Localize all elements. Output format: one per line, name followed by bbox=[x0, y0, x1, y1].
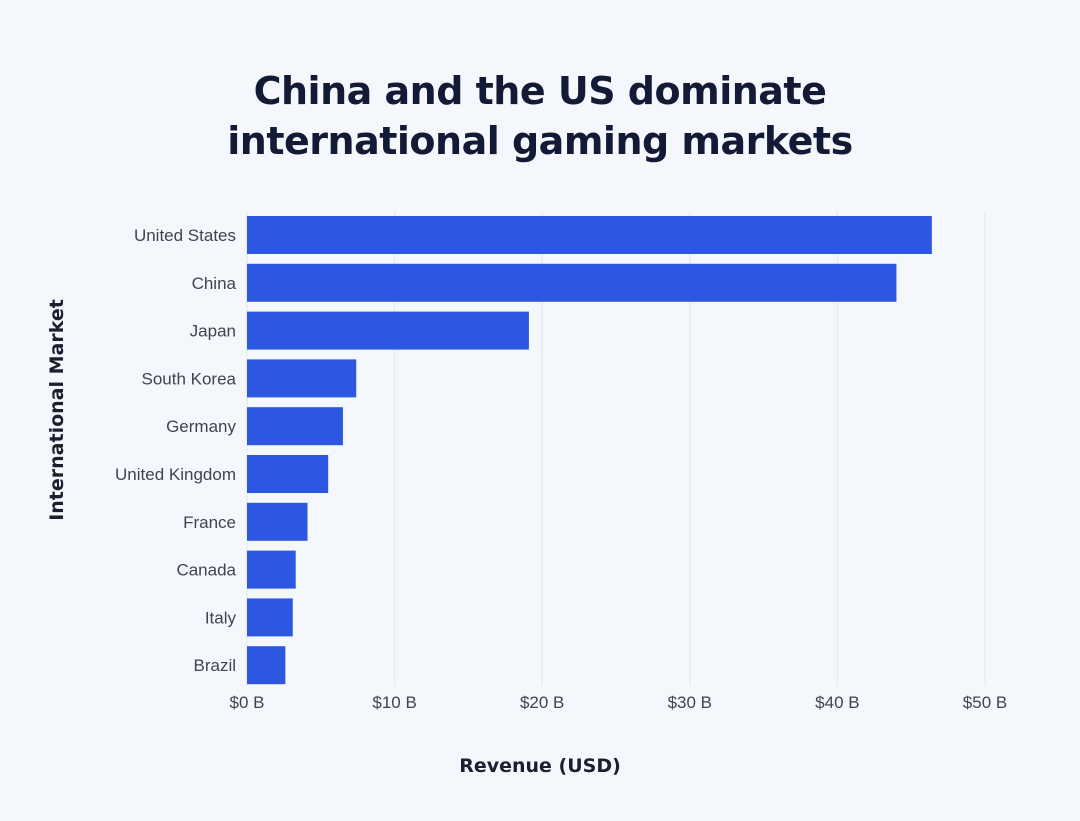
bar-0 bbox=[247, 216, 932, 254]
y-axis-title: International Market bbox=[46, 299, 68, 521]
bars bbox=[247, 216, 932, 685]
bar-2 bbox=[247, 311, 529, 350]
x-tick-label-0: $0 B bbox=[230, 693, 265, 712]
category-label-1: China bbox=[192, 274, 237, 293]
category-label-3: South Korea bbox=[141, 369, 236, 388]
x-tick-label-3: $30 B bbox=[668, 693, 712, 712]
bar-9 bbox=[247, 646, 286, 685]
category-label-6: France bbox=[183, 513, 236, 532]
x-tick-label-4: $40 B bbox=[815, 693, 859, 712]
chart-title: China and the US dominate international … bbox=[0, 66, 1080, 166]
x-tick-labels: $0 B $10 B $20 B $30 B $40 B $50 B bbox=[230, 693, 1008, 712]
bar-1 bbox=[247, 263, 897, 302]
category-label-5: United Kingdom bbox=[115, 465, 236, 484]
x-tick-label-2: $20 B bbox=[520, 693, 564, 712]
bar-5 bbox=[247, 455, 329, 493]
category-labels: United States China Japan South Korea German… bbox=[115, 226, 237, 675]
bar-6 bbox=[247, 502, 308, 541]
bar-8 bbox=[247, 598, 293, 637]
category-label-8: Italy bbox=[205, 608, 237, 627]
chart-title-line-1: China and the US dominate bbox=[253, 69, 827, 113]
category-label-0: United States bbox=[134, 226, 236, 245]
bar-3 bbox=[247, 359, 357, 398]
bar-4 bbox=[247, 407, 343, 446]
chart-title-line-2: international gaming markets bbox=[227, 119, 853, 163]
x-axis-title: Revenue (USD) bbox=[459, 755, 621, 777]
category-label-9: Brazil bbox=[193, 656, 236, 675]
x-tick-label-5: $50 B bbox=[963, 693, 1007, 712]
x-tick-label-1: $10 B bbox=[372, 693, 416, 712]
category-label-7: Canada bbox=[176, 561, 236, 580]
category-label-2: Japan bbox=[190, 322, 236, 341]
category-label-4: Germany bbox=[166, 417, 236, 436]
bar-7 bbox=[247, 550, 296, 589]
